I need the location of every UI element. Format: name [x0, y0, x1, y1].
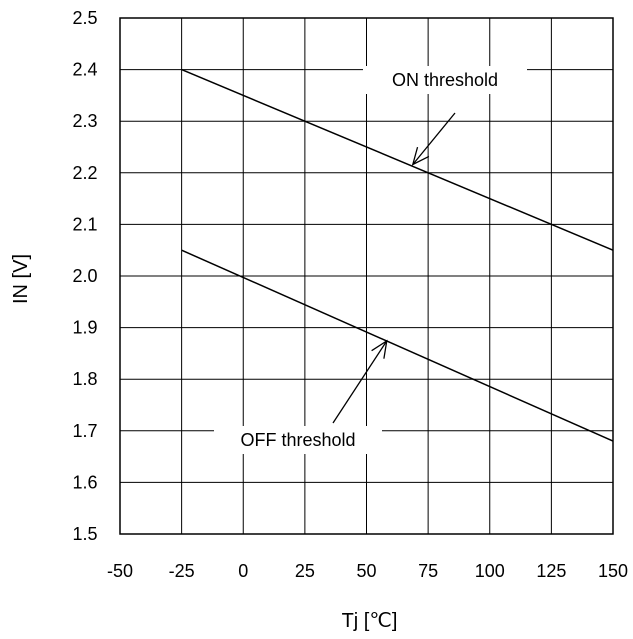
on-threshold-label: ON threshold [392, 70, 498, 90]
x-axis-label: Tj [℃] [342, 610, 398, 632]
off-threshold-arrow [332, 340, 388, 424]
y-tick-label: 1.8 [72, 369, 97, 389]
y-tick-labels: 1.5 1.6 1.7 1.8 1.9 2.0 2.1 2.2 2.3 2.4 2.5 [72, 8, 97, 544]
plot-frame [119, 17, 614, 535]
x-tick-label: 125 [536, 561, 566, 581]
x-tick-label: 100 [475, 561, 505, 581]
x-tick-label: 25 [295, 561, 315, 581]
series-lines [181, 68, 614, 442]
y-tick-label: 2.4 [72, 60, 97, 80]
off-threshold-label-bg [214, 426, 382, 454]
y-axis-label: IN [V] [10, 254, 32, 304]
grid-lines [120, 18, 613, 534]
x-tick-label: -50 [107, 561, 133, 581]
y-tick-label: 2.3 [72, 111, 97, 131]
x-tick-label: -25 [169, 561, 195, 581]
off-threshold-label: OFF threshold [240, 430, 355, 450]
y-tick-label: 1.5 [72, 524, 97, 544]
x-tick-label: 0 [238, 561, 248, 581]
y-tick-label: 1.7 [72, 421, 97, 441]
y-tick-label: 2.2 [72, 163, 97, 183]
y-tick-label: 2.5 [72, 8, 97, 28]
off-threshold-line [181, 249, 614, 442]
y-tick-label: 1.6 [72, 472, 97, 492]
y-tick-label: 2.0 [72, 266, 97, 286]
on-threshold-label-bg [363, 66, 527, 94]
on-threshold-arrow [412, 112, 456, 165]
x-tick-label: 150 [598, 561, 628, 581]
x-tick-labels: -50 -25 0 25 50 75 100 125 150 [107, 561, 628, 581]
x-tick-label: 50 [356, 561, 376, 581]
off-threshold-arrow-head [371, 339, 388, 359]
y-tick-label: 1.9 [72, 318, 97, 338]
x-tick-label: 75 [418, 561, 438, 581]
on-threshold-arrow-head [411, 146, 430, 166]
annotations: ON threshold OFF threshold [214, 66, 527, 454]
y-tick-label: 2.1 [72, 214, 97, 234]
on-threshold-line [181, 68, 614, 251]
